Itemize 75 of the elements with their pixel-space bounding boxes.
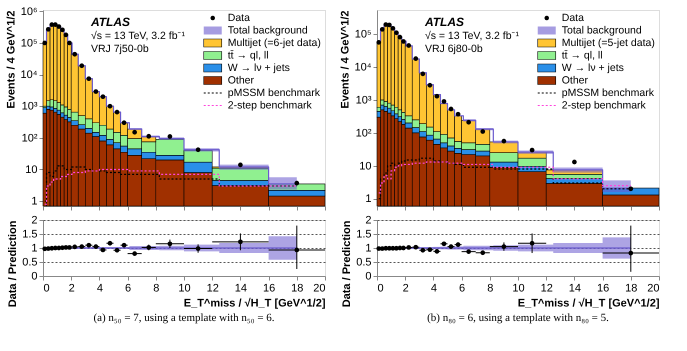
annotation: √s = 13 TeV, 3.2 fb⁻¹ bbox=[424, 30, 520, 42]
x-tick-label: 20 bbox=[313, 282, 326, 294]
y-tick-label: 1 bbox=[31, 196, 38, 208]
y-tick-label: 10 bbox=[25, 164, 38, 176]
y-tick-label: 2 bbox=[365, 214, 372, 226]
text: (a) n₅₀ = 7, using a template with n₅₀ = 6. bbox=[93, 312, 275, 324]
x-tick-label: 12 bbox=[540, 282, 553, 294]
legend-label: tt̄ → ql, ll bbox=[228, 50, 269, 62]
x-tick-label: 12 bbox=[206, 282, 219, 294]
legend-label: Total background bbox=[228, 24, 308, 36]
y-tick-label: 0 bbox=[31, 270, 38, 282]
y-tick-label: 1 bbox=[365, 242, 372, 254]
legend-label: Data bbox=[562, 12, 584, 24]
legend-label: Multijet (=5-jet data) bbox=[562, 37, 655, 49]
x-tick-label: 6 bbox=[125, 282, 132, 294]
x-tick-label: 2 bbox=[68, 282, 75, 294]
x-tick-label: 0 bbox=[44, 282, 50, 294]
y-tick-label: 1 bbox=[31, 242, 38, 254]
y-tick-label: 10² bbox=[22, 132, 38, 144]
annotation: VRJ 7j50-0b bbox=[90, 43, 149, 55]
x-tick-label: 20 bbox=[647, 282, 660, 294]
legend-label: tt̄ → ql, ll bbox=[562, 50, 603, 62]
legend-label: Other bbox=[562, 74, 589, 86]
x-tick-label: 4 bbox=[430, 282, 437, 294]
text: (b) n₈₀ = 6, using a template with n₈₀ = 5. bbox=[427, 312, 610, 324]
y-tick-label: 10² bbox=[356, 127, 372, 140]
x-axis-title: E_T^miss / √H_T [GeV^1/2] bbox=[518, 298, 660, 310]
y-tick-label: 10 bbox=[359, 160, 372, 172]
legend-label: W → lν + jets bbox=[228, 62, 290, 74]
legend-label: pMSSM benchmark bbox=[562, 87, 655, 99]
y-tick-label: 10⁵ bbox=[354, 28, 372, 41]
y-tick-label: 10⁴ bbox=[20, 69, 38, 82]
annotation: ATLAS bbox=[424, 15, 464, 29]
x-tick-label: 6 bbox=[459, 282, 466, 294]
legend-label: Data bbox=[228, 12, 250, 24]
annotation: √s = 13 TeV, 3.2 fb⁻¹ bbox=[90, 30, 186, 42]
legend-label: Other bbox=[228, 74, 255, 86]
y-tick-label: 1.5 bbox=[356, 228, 372, 240]
annotation: VRJ 6j80-0b bbox=[424, 43, 483, 55]
x-tick-label: 4 bbox=[96, 282, 103, 294]
x-tick-label: 2 bbox=[402, 282, 409, 294]
legend-label: 2-step benchmark bbox=[562, 100, 647, 112]
x-tick-label: 10 bbox=[178, 282, 191, 294]
x-tick-label: 16 bbox=[262, 282, 276, 294]
legend-label: pMSSM benchmark bbox=[228, 87, 321, 99]
x-tick-label: 14 bbox=[568, 282, 582, 294]
y-tick-label: 2 bbox=[31, 214, 38, 226]
y-tick-label: 1.5 bbox=[22, 228, 38, 240]
x-axis-title: E_T^miss / √H_T [GeV^1/2] bbox=[184, 298, 326, 310]
y-tick-label: 10³ bbox=[356, 94, 372, 106]
legend-label: Total background bbox=[562, 24, 642, 36]
annotation: ATLAS bbox=[90, 15, 130, 29]
x-tick-label: 14 bbox=[234, 282, 248, 294]
y-tick-label: 10⁵ bbox=[20, 37, 38, 50]
x-tick-label: 10 bbox=[512, 282, 525, 294]
x-tick-label: 18 bbox=[291, 282, 304, 294]
y-tick-label: 0.5 bbox=[22, 256, 38, 268]
y-tick-label: 10⁶ bbox=[20, 6, 38, 18]
legend-label: Multijet (=6-jet data) bbox=[228, 37, 321, 49]
y-tick-label: 10³ bbox=[22, 100, 38, 113]
x-tick-label: 8 bbox=[153, 282, 160, 294]
y-tick-label: 10⁴ bbox=[354, 62, 372, 74]
y-tick-label: 1 bbox=[365, 193, 372, 206]
x-tick-label: 0 bbox=[378, 282, 384, 294]
x-tick-label: 8 bbox=[487, 282, 494, 294]
y-axis-title: Data / Prediction bbox=[7, 220, 20, 308]
y-tick-label: 0 bbox=[365, 270, 372, 282]
legend-label: 2-step benchmark bbox=[228, 100, 313, 112]
y-axis-title: Data / Prediction bbox=[341, 220, 354, 308]
y-tick-label: 0.5 bbox=[356, 256, 372, 268]
y-axis-title: Events / 4 GeV^1/2 bbox=[6, 10, 18, 109]
legend-label: W → lν + jets bbox=[562, 62, 624, 74]
y-axis-title: Events / 4 GeV^1/2 bbox=[340, 10, 352, 109]
x-tick-label: 18 bbox=[625, 282, 638, 294]
x-tick-label: 16 bbox=[596, 282, 610, 294]
